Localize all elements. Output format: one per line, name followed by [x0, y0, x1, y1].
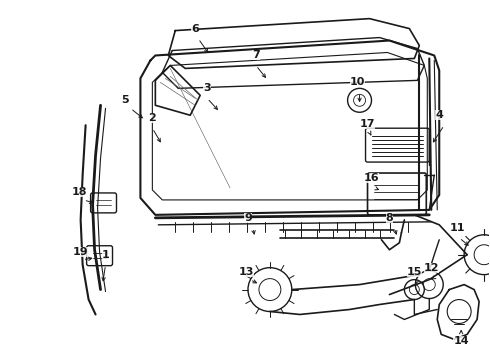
Text: 4: 4 — [435, 110, 443, 120]
Text: 16: 16 — [364, 173, 379, 183]
Text: 11: 11 — [449, 223, 465, 233]
Text: 19: 19 — [73, 247, 89, 257]
Text: 3: 3 — [203, 84, 211, 93]
Text: 1: 1 — [101, 250, 109, 260]
Text: 10: 10 — [350, 77, 365, 87]
Text: 7: 7 — [252, 50, 260, 60]
Text: 14: 14 — [453, 336, 469, 346]
Text: 15: 15 — [407, 267, 422, 276]
Text: 12: 12 — [423, 263, 439, 273]
Text: 5: 5 — [122, 95, 129, 105]
Text: 13: 13 — [238, 267, 254, 276]
FancyBboxPatch shape — [366, 128, 429, 162]
Text: 8: 8 — [386, 213, 393, 223]
FancyBboxPatch shape — [87, 246, 113, 266]
FancyBboxPatch shape — [91, 193, 117, 213]
Text: 2: 2 — [148, 113, 156, 123]
Text: 9: 9 — [244, 213, 252, 223]
Text: 17: 17 — [360, 119, 375, 129]
FancyBboxPatch shape — [368, 173, 426, 215]
Text: 18: 18 — [72, 187, 87, 197]
Text: 6: 6 — [191, 24, 199, 33]
